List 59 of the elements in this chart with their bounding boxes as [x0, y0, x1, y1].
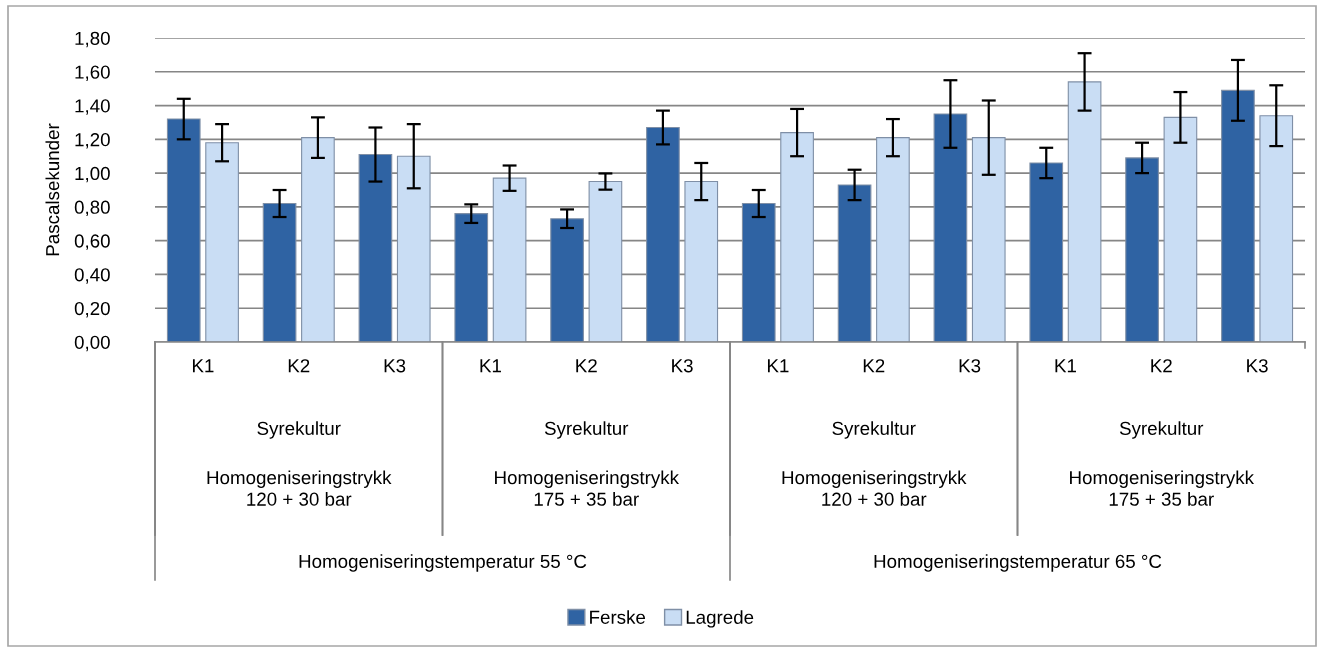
y-tick-label: 1,20 [75, 133, 110, 149]
bar [780, 132, 814, 342]
text: Homogeniseringstrykk 175 + 35 bar [1070, 470, 1255, 506]
bar [837, 184, 872, 342]
x-tick-label: K2 [288, 359, 310, 373]
y-tick-label: 1,40 [75, 99, 110, 115]
bar [1221, 89, 1255, 342]
y-tick-label: 0,60 [74, 234, 110, 250]
text: Syrekultur [832, 421, 916, 439]
text: Homogeniseringstemperatur 55 °C [299, 554, 587, 572]
bar [262, 202, 297, 342]
x-tick-label: K3 [672, 359, 693, 373]
x-tick-label: K1 [767, 359, 789, 373]
bar [1259, 115, 1294, 342]
bar [588, 181, 623, 342]
bar [971, 137, 1006, 342]
bar [684, 181, 719, 342]
y-tick-label: 0,00 [74, 335, 110, 352]
x-tick-label: K1 [480, 359, 501, 373]
bar [492, 177, 527, 342]
legend-label: Ferske [590, 610, 646, 624]
y-axis-title: Pascalsekunder [45, 123, 60, 256]
x-tick-label: K1 [1055, 359, 1076, 373]
x-tick-label: K3 [1247, 359, 1268, 373]
text: Syrekultur [544, 421, 629, 439]
y-tick-label: 0,20 [74, 301, 110, 318]
y-tick-label: 0,40 [74, 268, 110, 284]
x-tick-label: K2 [576, 359, 597, 373]
bar [1163, 116, 1198, 342]
x-tick-label: K3 [959, 359, 981, 373]
text: Syrekultur [1119, 421, 1204, 439]
legend-label: Lagrede [686, 610, 754, 628]
bar [1067, 81, 1102, 342]
y-tick-label: 1,80 [75, 31, 110, 48]
y-tick-label: 1,00 [75, 166, 110, 183]
bar [396, 155, 431, 342]
bar [1029, 162, 1064, 342]
text: Syrekultur [257, 421, 341, 439]
text: Homogeniseringstrykk 120 + 30 bar [782, 470, 967, 506]
bar [876, 137, 910, 342]
bar [550, 218, 584, 342]
bar [358, 153, 393, 342]
x-tick-label: K1 [192, 359, 214, 373]
bar [741, 202, 776, 342]
y-tick-label: 0,80 [74, 200, 110, 217]
y-tick-label: 1,60 [75, 65, 110, 81]
bar [205, 142, 239, 342]
text: Homogeniseringstrykk 175 + 35 bar [495, 470, 680, 506]
x-tick-label: K3 [384, 359, 406, 373]
bar [301, 137, 335, 342]
text: Homogeniseringstrykk 120 + 30 bar [207, 470, 392, 506]
x-tick-label: K2 [863, 359, 885, 373]
text: Homogeniseringstemperatur 65 °C [874, 554, 1162, 572]
bar [933, 113, 968, 342]
bar [646, 126, 680, 342]
bar [1125, 157, 1159, 342]
bar [166, 118, 201, 342]
x-tick-label: K2 [1151, 359, 1172, 373]
bar [454, 213, 489, 342]
